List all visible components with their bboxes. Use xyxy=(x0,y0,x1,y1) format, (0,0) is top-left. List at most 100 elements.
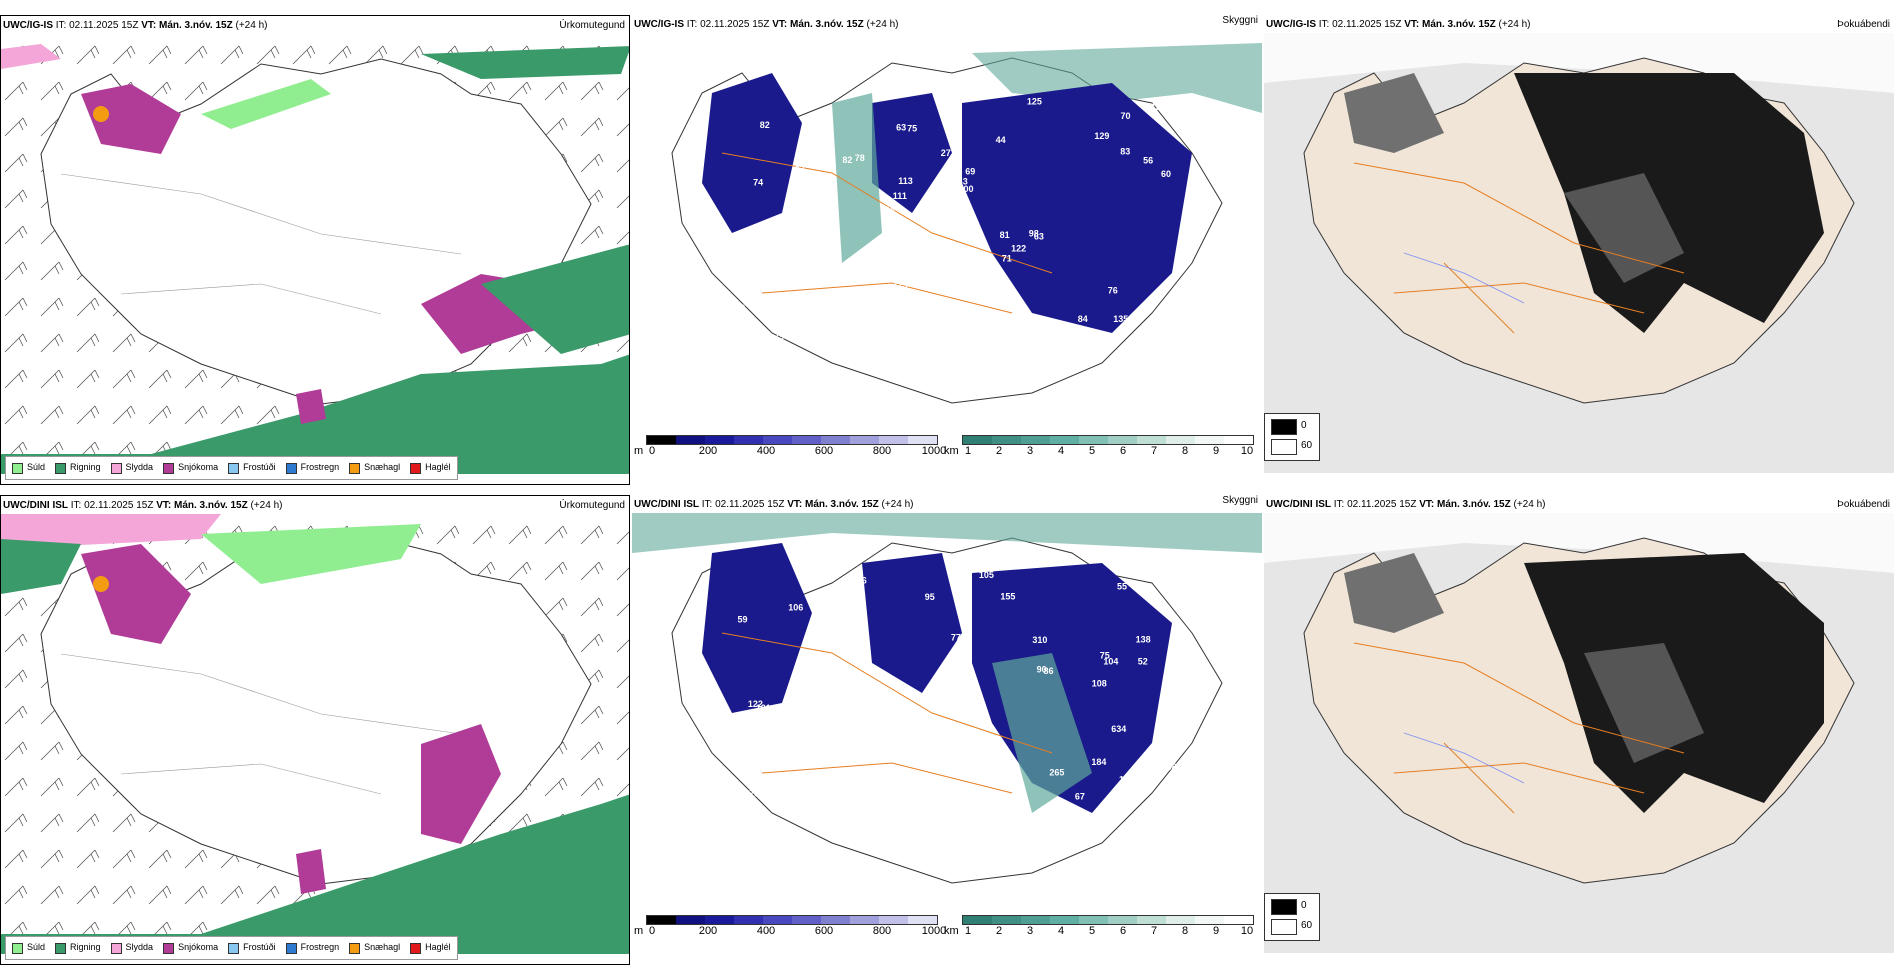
legend-item: Slydda xyxy=(110,942,153,954)
visibility-value-label: 63 xyxy=(958,177,968,187)
visibility-value-label: 75 xyxy=(907,123,917,133)
visibility-value-label: 90 xyxy=(1037,665,1047,675)
visibility-value-label: 74 xyxy=(753,178,763,188)
visibility-value-label: 44 xyxy=(996,135,1006,145)
legend-item: Rigning xyxy=(55,942,101,954)
fog-legend: 0 60 xyxy=(1264,413,1320,461)
visibility-value-label: 48 xyxy=(735,303,745,313)
visibility-value-label: 155 xyxy=(1000,591,1015,601)
visibility-value-label: 84 xyxy=(1078,314,1088,324)
visibility-value-label: 106 xyxy=(788,602,803,612)
visibility-value-label: 67 xyxy=(1075,792,1085,802)
visibility-value-label: 238 xyxy=(1162,762,1177,772)
visibility-values: 1357470644457632759784838756963825060818… xyxy=(735,85,1171,341)
panel-header: UWC/IG-IS IT: 02.11.2025 15Z VT: Mán. 3.… xyxy=(3,20,268,31)
visibility-value-label: 111 xyxy=(893,191,907,201)
visibility-value-label: 47 xyxy=(854,686,864,696)
ceiling-colorbar: m 0 200 400 600 800 1000 xyxy=(634,915,946,943)
legend-item: Frostúði xyxy=(228,462,276,474)
visibility-value-label: 125 xyxy=(1027,96,1042,106)
visibility-value-label: 237 xyxy=(823,705,838,715)
ceiling-colorbar: m 0 200 400 600 800 1000 xyxy=(634,435,946,463)
visibility-value-label: 86 xyxy=(1044,666,1054,676)
legend-item: Súld xyxy=(12,462,45,474)
visibility-value-label: 104 xyxy=(1103,657,1118,667)
visibility-value-label: 67 xyxy=(736,328,746,338)
visibility-value-label: 65 xyxy=(804,637,814,647)
visibility-value-label: 121 xyxy=(756,703,771,713)
visibility-value-label: 55 xyxy=(1117,582,1127,592)
visibility-value-label: 98 xyxy=(1029,229,1039,239)
visibility-value-label: 129 xyxy=(1094,131,1109,141)
panel-title: Úrkomutegund xyxy=(559,20,625,31)
visibility-value-label: 112 xyxy=(914,760,929,770)
precip-legend: Súld Rigning Slydda Snjókoma Frostúði Fr… xyxy=(5,936,458,960)
fog-panel-row2: UWC/DINI ISL IT: 02.11.2025 15Z VT: Mán.… xyxy=(1264,495,1894,965)
visibility-value-label: 122 xyxy=(1011,243,1026,253)
visibility-value-label: 70 xyxy=(1121,111,1131,121)
visibility-value-label: 115 xyxy=(893,280,908,290)
fog-map xyxy=(1264,513,1894,953)
precip-type-panel-row1: UWC/IG-IS IT: 02.11.2025 15Z VT: Mán. 3.… xyxy=(0,15,630,485)
visibility-value-label: 75 xyxy=(749,789,759,799)
visibility-value-label: 97 xyxy=(755,268,765,278)
visibility-value-label: 56 xyxy=(1143,156,1153,166)
visibility-value-label: 60 xyxy=(1161,169,1171,179)
visibility-value-label: 71 xyxy=(801,278,811,288)
visibility-value-label: 120 xyxy=(886,803,901,813)
legend-item: Rigning xyxy=(55,462,101,474)
panel-title: Þokuábendi xyxy=(1837,499,1890,510)
visibility-value-label: 27 xyxy=(941,148,951,158)
visibility-value-label: 310 xyxy=(1032,635,1047,645)
panel-title: Úrkomutegund xyxy=(559,500,625,511)
visibility-value-label: 116 xyxy=(880,793,895,803)
visibility-value-label: 100 xyxy=(959,184,974,194)
panel-header: UWC/DINI ISL IT: 02.11.2025 15Z VT: Mán.… xyxy=(634,499,914,510)
visibility-value-label: 89 xyxy=(851,807,861,817)
visibility-value-label: 52 xyxy=(1138,656,1148,666)
visibility-values: 184 138 90 77 75 56 75 68 55 65 52 59 108 120 115 106 14… xyxy=(738,570,1177,817)
panel-title: Skyggni xyxy=(1222,15,1258,26)
visibility-value-label: 76 xyxy=(1108,286,1118,296)
precip-legend: Súld Rigning Slydda Snjókoma Frostúði Fr… xyxy=(5,456,458,480)
visibility-value-label: 82 xyxy=(842,155,852,165)
visibility-colorbar: km 1 2 3 4 5 6 7 8 9 10 xyxy=(944,915,1260,943)
panel-header: UWC/IG-IS IT: 02.11.2025 15Z VT: Mán. 3.… xyxy=(634,19,899,30)
legend-item: Frostúði xyxy=(228,942,276,954)
legend-item: Snjókoma xyxy=(163,942,218,954)
visibility-value-label: 79 xyxy=(774,332,784,342)
fog-panel-row1: UWC/IG-IS IT: 02.11.2025 15Z VT: Mán. 3.… xyxy=(1264,15,1894,485)
visibility-value-label: 108 xyxy=(1092,679,1107,689)
visibility-value-label: 105 xyxy=(979,570,994,580)
panel-header: UWC/DINI ISL IT: 02.11.2025 15Z VT: Mán.… xyxy=(3,500,283,511)
precip-map xyxy=(1,514,629,954)
visibility-value-label: 83 xyxy=(1120,147,1130,157)
visibility-value-label: 82 xyxy=(760,120,770,130)
visibility-value-label: 97 xyxy=(816,124,826,134)
visibility-value-label: 64 xyxy=(885,205,895,215)
legend-item: Snæhagl xyxy=(349,942,400,954)
visibility-value-label: 122 xyxy=(748,699,763,709)
visibility-value-label: 82 xyxy=(739,320,749,330)
visibility-map: 184 138 90 77 75 56 75 68 55 65 52 59 108 120 115 106 14… xyxy=(632,513,1262,884)
visibility-value-label: 88 xyxy=(819,261,829,271)
visibility-value-label: 147 xyxy=(1119,774,1134,784)
visibility-value-label: 102 xyxy=(1099,803,1114,813)
visibility-value-label: 114 xyxy=(846,587,861,597)
legend-item: Haglél xyxy=(410,942,451,954)
visibility-value-label: 184 xyxy=(1091,757,1106,767)
visibility-value-label: 99 xyxy=(986,796,996,806)
visibility-value-label: 63 xyxy=(1034,232,1044,242)
visibility-value-label: 102 xyxy=(921,755,936,765)
panel-header: UWC/IG-IS IT: 02.11.2025 15Z VT: Mán. 3.… xyxy=(1266,19,1531,30)
visibility-value-label: 113 xyxy=(898,176,913,186)
visibility-value-label: 77 xyxy=(951,633,961,643)
visibility-value-label: 138 xyxy=(1136,635,1151,645)
visibility-value-label: 115 xyxy=(745,761,760,771)
visibility-value-label: 634 xyxy=(1111,724,1126,734)
visibility-colorbar: km 1 2 3 4 5 6 7 8 9 10 xyxy=(944,435,1260,463)
fog-legend: 0 60 xyxy=(1264,893,1320,941)
panel-title: Þokuábendi xyxy=(1837,19,1890,30)
visibility-value-label: 81 xyxy=(1000,230,1010,240)
visibility-value-label: 59 xyxy=(738,615,748,625)
